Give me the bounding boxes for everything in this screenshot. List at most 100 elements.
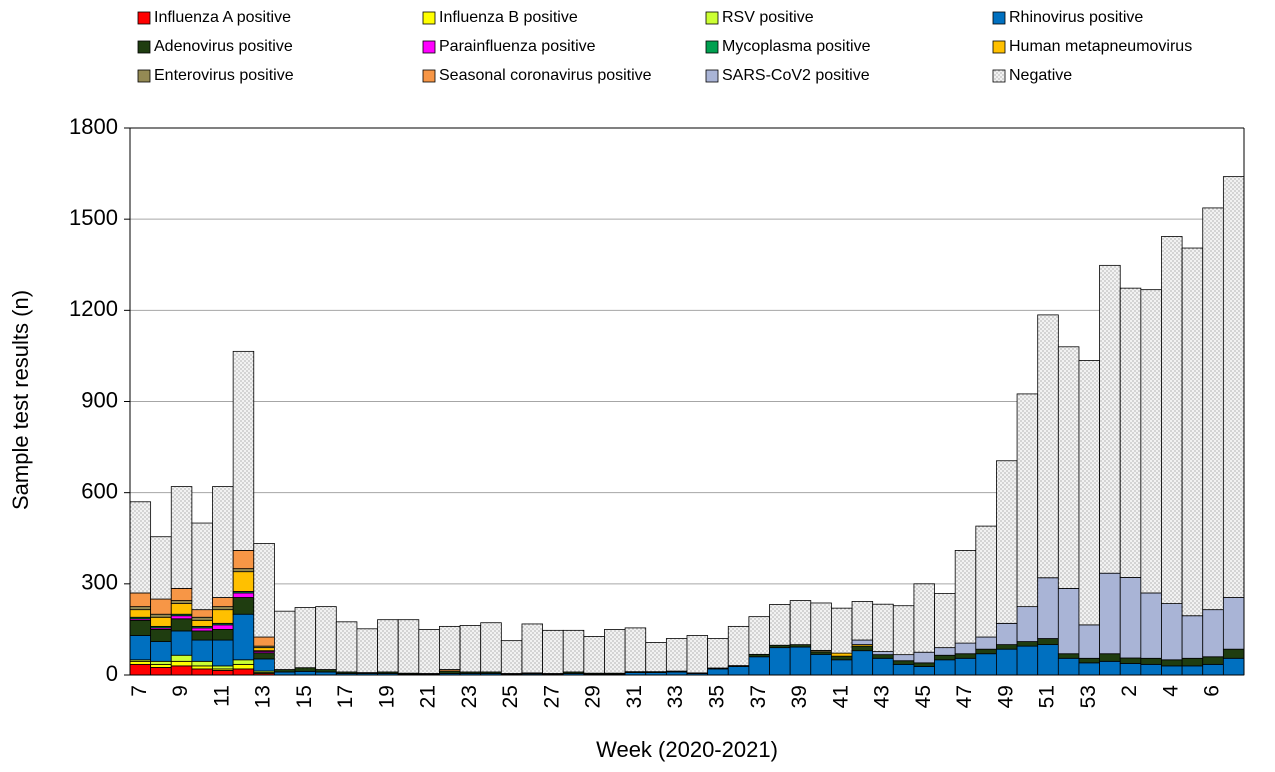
bar-segment [232, 668, 255, 676]
bar-segment [892, 660, 915, 665]
bar-segment [1099, 653, 1121, 662]
bar-segment [872, 657, 894, 676]
bar-segment [542, 629, 564, 674]
bar-segment [232, 659, 255, 665]
y-tick-label: 0 [106, 661, 118, 686]
bar-segment [624, 627, 647, 673]
bar-segment [356, 628, 378, 673]
bar-segment [170, 486, 193, 589]
bar-segment [212, 597, 234, 608]
x-tick-label: 41 [829, 685, 852, 708]
x-tick-label: 39 [788, 685, 811, 708]
bar-segment [913, 666, 935, 676]
bar-segment [315, 606, 337, 670]
x-tick-label: 33 [664, 685, 687, 708]
bar-segment [1057, 587, 1080, 655]
bar-segment [769, 604, 791, 646]
bar-segment [748, 616, 770, 655]
bar-segment [851, 650, 874, 676]
x-tick-label: 2 [1118, 685, 1141, 697]
bar-segment [232, 350, 255, 551]
x-tick-label: 35 [705, 685, 728, 708]
bar-segment [1161, 659, 1183, 667]
legend-swatch [137, 40, 151, 54]
bar-segment [500, 640, 523, 674]
legend-label: Influenza B positive [439, 9, 578, 26]
bar-segment [1140, 289, 1162, 594]
bar-segment [170, 630, 193, 656]
x-tick-label: 15 [293, 685, 316, 708]
bar-segment [170, 665, 193, 676]
bar-segment [232, 571, 255, 592]
bar-segment [294, 667, 317, 672]
bar-segment [212, 639, 234, 667]
bar-segment [253, 647, 275, 652]
legend-label: Mycoplasma positive [722, 38, 871, 55]
legend-swatch [992, 11, 1006, 25]
legend-swatch [705, 69, 719, 83]
bar-segment [212, 670, 234, 676]
bar-segment [1037, 644, 1059, 676]
bar-segment [170, 618, 193, 632]
x-tick-label: 51 [1036, 685, 1059, 708]
bar-segment [191, 522, 213, 611]
x-tick-label: 4 [1159, 685, 1182, 697]
bar-segment [975, 636, 997, 650]
legend-swatch [992, 69, 1006, 83]
x-tick-label: 23 [458, 685, 481, 708]
bar-segment [150, 667, 172, 676]
legend-label: Influenza A positive [154, 9, 291, 26]
bar-segment [1037, 577, 1059, 639]
legend-label: Parainfluenza positive [439, 38, 596, 55]
x-tick-label: 9 [169, 685, 192, 697]
bar-segment [212, 486, 234, 598]
bar-segment [1202, 207, 1224, 611]
legend-label: Seasonal coronavirus positive [439, 67, 652, 84]
bar-segment [274, 610, 296, 670]
bar-segment [872, 603, 894, 653]
x-tick-label: 7 [128, 685, 151, 697]
bar-segment [212, 624, 234, 630]
y-tick-label: 1500 [69, 205, 118, 230]
bar-segment [1037, 638, 1059, 646]
bar-segment [954, 642, 977, 655]
bar-segment [934, 647, 956, 656]
legend-label: Human metapneumovirus [1009, 38, 1192, 55]
x-tick-label: 37 [747, 685, 770, 708]
bar-segment [1016, 645, 1039, 676]
bar-segment [1181, 665, 1204, 676]
bar-segment [170, 660, 193, 667]
bar-segment [191, 609, 213, 618]
bar-segment [934, 659, 956, 676]
bar-segment [748, 656, 770, 676]
bar-segment [851, 639, 874, 646]
bar-segment [954, 657, 977, 676]
bar-segment [170, 587, 193, 601]
bar-segment [294, 670, 317, 676]
bar-segment [892, 663, 915, 676]
bar-segment [1140, 592, 1162, 659]
bar-segment [129, 660, 152, 665]
bar-segment [604, 629, 626, 674]
bar-segment [521, 623, 543, 674]
bar-segment [150, 641, 172, 662]
bar-segment [707, 638, 729, 669]
x-tick-label: 11 [210, 685, 233, 707]
x-tick-label: 43 [871, 685, 894, 708]
legend-swatch [992, 40, 1006, 54]
bar-segment [645, 642, 667, 673]
bar-segment [1099, 572, 1121, 655]
bar-segment [1161, 236, 1183, 604]
bar-segment [686, 635, 709, 674]
x-tick-label: 53 [1077, 685, 1100, 708]
bar-segment [727, 625, 750, 666]
legend-label: SARS-CoV2 positive [722, 67, 870, 84]
bar-segment [892, 654, 915, 662]
bar-segment [769, 647, 791, 676]
bar-segment [789, 600, 812, 646]
bar-segment [913, 583, 935, 653]
x-tick-label: 49 [994, 685, 1017, 708]
bar-segment [1016, 606, 1039, 642]
x-tick-label: 6 [1201, 685, 1224, 697]
